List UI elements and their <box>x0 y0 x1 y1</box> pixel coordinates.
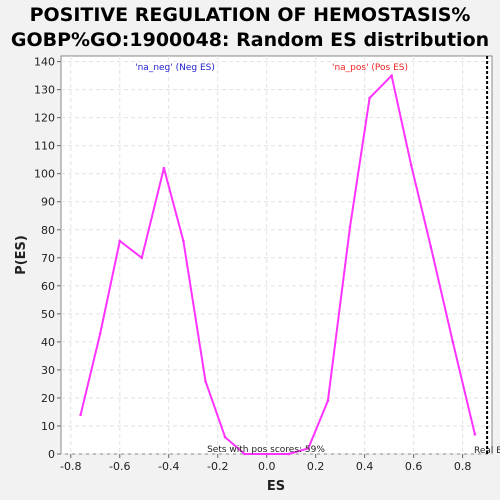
data-point <box>243 452 246 456</box>
x-tick-label: -0.2 <box>207 460 228 473</box>
y-tick-label: 90 <box>41 196 55 209</box>
data-point <box>118 239 122 243</box>
data-point <box>140 256 144 260</box>
y-tick-label: 80 <box>41 224 55 237</box>
y-tick-label: 100 <box>34 168 55 181</box>
axis-ticks: 0 10 20 30 40 50 60 70 80 90 100 110 120 130 140 -0.8 -0… <box>34 56 471 473</box>
data-point <box>451 340 455 344</box>
y-tick-label: 40 <box>41 336 55 349</box>
data-point <box>348 225 352 229</box>
y-tick-label: 60 <box>41 280 55 293</box>
data-point <box>287 452 291 456</box>
y-tick-label: 0 <box>48 448 55 461</box>
data-point <box>79 413 82 417</box>
data-point <box>265 452 269 456</box>
y-tick-label: 50 <box>41 308 55 321</box>
y-tick-label: 120 <box>34 112 55 125</box>
y-tick-label: 110 <box>34 140 55 153</box>
pos-es-label: 'na_pos' (Pos ES) <box>332 63 408 73</box>
y-tick-label: 10 <box>41 420 55 433</box>
y-tick-label: 130 <box>34 84 55 97</box>
y-axis-label: P(ES) <box>14 235 29 275</box>
x-tick-label: 0.4 <box>356 460 374 473</box>
series-line <box>79 73 476 455</box>
x-tick-label: -0.6 <box>109 460 130 473</box>
chart-title-line-1: POSITIVE REGULATION OF HEMOSTASIS% <box>30 4 471 26</box>
data-point <box>390 74 393 77</box>
y-tick-label: 70 <box>41 252 55 265</box>
data-point <box>326 399 330 403</box>
neg-es-label: 'na_neg' (Neg ES) <box>135 63 215 73</box>
x-tick-label: 0.2 <box>307 460 325 473</box>
chart-title-line-2: GOBP%GO:1900048: Random ES distribution <box>11 29 489 51</box>
data-point <box>473 433 477 436</box>
data-point <box>223 435 227 439</box>
x-axis-label: ES <box>267 479 285 494</box>
data-point <box>307 447 310 450</box>
x-tick-label: 0.0 <box>258 460 276 473</box>
y-tick-label: 30 <box>41 364 55 377</box>
data-point <box>204 379 207 383</box>
plot-area <box>60 55 493 455</box>
x-tick-label: -0.8 <box>60 460 81 473</box>
y-tick-label: 140 <box>34 56 55 69</box>
sets-with-pos-scores: Sets with pos scores: 59% <box>207 445 325 455</box>
series-group <box>79 73 477 456</box>
x-tick-label: 0.8 <box>454 460 472 473</box>
data-point <box>368 96 371 100</box>
data-point <box>409 164 413 167</box>
y-tick-label: 20 <box>41 392 55 405</box>
x-tick-label: -0.4 <box>158 460 179 473</box>
data-point <box>162 166 166 170</box>
data-point <box>429 245 433 248</box>
grid <box>61 56 492 455</box>
data-point <box>182 239 185 243</box>
data-point <box>98 332 102 335</box>
x-tick-label: 0.6 <box>405 460 423 473</box>
